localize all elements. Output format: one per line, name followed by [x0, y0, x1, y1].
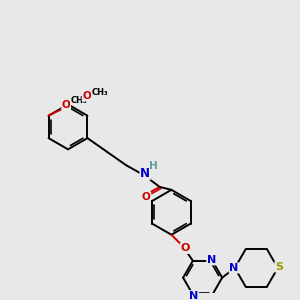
Text: O: O [82, 91, 91, 101]
Text: H: H [149, 161, 158, 171]
Text: N: N [229, 263, 239, 273]
Text: N: N [189, 291, 199, 300]
Text: N: N [140, 167, 150, 180]
Text: CH₃: CH₃ [92, 88, 109, 97]
Text: N: N [207, 255, 216, 265]
Text: O: O [142, 192, 150, 202]
Text: S: S [275, 262, 283, 272]
Text: CH₃: CH₃ [70, 95, 87, 104]
Text: O: O [180, 243, 190, 254]
Text: O: O [62, 100, 70, 110]
